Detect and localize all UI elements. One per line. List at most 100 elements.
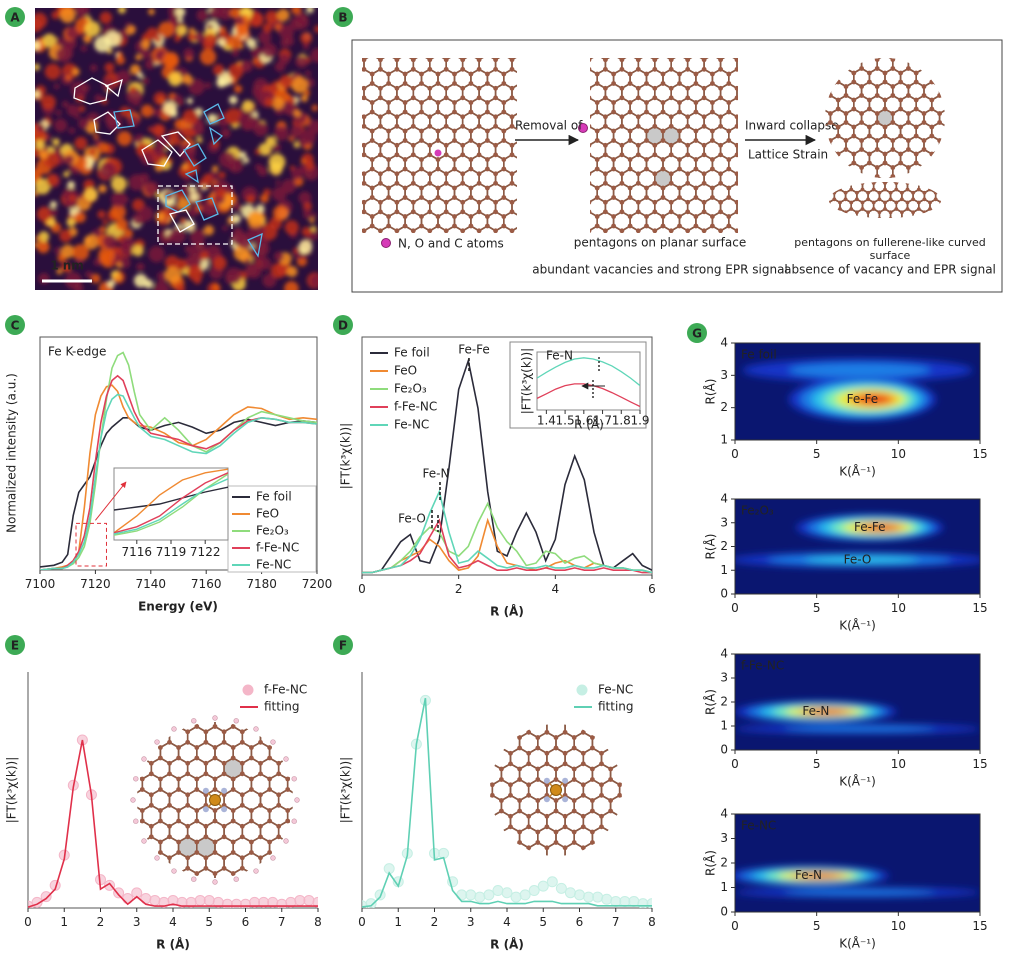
carbon-atom: [660, 185, 666, 191]
carbon-atom: [685, 171, 691, 177]
carbon-atom: [945, 152, 949, 156]
hexagon: [277, 725, 293, 749]
carbon-atom: [635, 228, 641, 233]
carbon-atom: [890, 138, 896, 143]
texture-dot: [262, 273, 277, 288]
carbon-atom: [635, 199, 641, 205]
carbon-atom: [148, 792, 154, 798]
carbon-atom: [934, 171, 938, 175]
hexagon: [490, 825, 503, 849]
carbon-atom: [490, 877, 495, 882]
texture-dot: [98, 184, 107, 193]
carbon-atom: [570, 152, 575, 157]
carbon-atom: [402, 109, 408, 115]
hexagon: [792, 177, 808, 195]
texture-dot: [76, 193, 82, 200]
carbon-atom: [851, 160, 857, 166]
carbon-atom: [551, 72, 556, 77]
hexagon: [736, 172, 738, 185]
carbon-atom: [654, 877, 659, 882]
carbon-atom: [443, 95, 449, 101]
carbon-atom: [599, 824, 604, 830]
hexagon: [115, 727, 133, 748]
carbon-atom: [554, 200, 559, 205]
carbon-atom: [827, 142, 831, 146]
carbon-atom: [718, 58, 723, 63]
hexagon: [500, 825, 521, 849]
texture-dot: [284, 220, 299, 235]
carbon-atom: [194, 850, 200, 855]
carbon-atom: [590, 829, 595, 835]
texture-dot: [291, 76, 309, 94]
carbon-atom: [526, 238, 531, 243]
carbon-atom: [203, 760, 209, 766]
carbon-atom: [230, 724, 236, 729]
carbon-atom: [386, 81, 391, 86]
y-axis-label: |FT(k³χ(k))|: [339, 423, 353, 489]
carbon-atom: [148, 802, 154, 808]
carbon-atom: [867, 97, 872, 103]
carbon-atom: [378, 123, 383, 129]
carbon-atom: [843, 165, 849, 170]
carbon-atom: [710, 166, 715, 172]
texture-dot: [219, 151, 236, 169]
carbon-atom: [313, 698, 318, 703]
carbon-atom: [572, 872, 577, 877]
wavelet-map: [735, 343, 980, 440]
carbon-atom: [485, 185, 490, 191]
x-tick-label: 1.9: [630, 413, 649, 427]
carbon-atom: [203, 729, 209, 735]
texture-dot: [222, 225, 228, 231]
carbon-atom: [921, 165, 927, 170]
carbon-atom: [501, 214, 507, 219]
carbon-atom: [509, 228, 515, 233]
hexagon: [324, 711, 342, 732]
carbon-atom: [894, 220, 898, 224]
carbon-atom: [443, 142, 449, 148]
carbon-atom: [635, 719, 640, 724]
hexagon: [979, 150, 995, 168]
carbon-atom: [131, 729, 136, 734]
carbon-atom: [844, 152, 848, 156]
carbon-atom: [832, 197, 837, 202]
carbon-atom: [644, 138, 649, 143]
carbon-atom: [222, 708, 227, 713]
texture-dot: [98, 246, 116, 264]
carbon-atom: [378, 171, 383, 177]
carbon-atom: [331, 740, 336, 745]
carbon-atom: [816, 207, 820, 211]
texture-dot: [162, 51, 180, 69]
carbon-atom: [294, 740, 299, 745]
carbon-atom: [906, 84, 911, 89]
series-group: [362, 357, 652, 574]
carbon-atom: [578, 138, 583, 143]
carbon-atom: [419, 138, 424, 143]
carbon-atom: [294, 834, 299, 839]
carbon-atom: [362, 142, 367, 148]
carbon-atom: [443, 171, 449, 177]
carbon-atom: [410, 228, 416, 233]
carbon-atom: [476, 228, 482, 233]
carbon-atom: [509, 209, 515, 215]
hexagon: [115, 853, 133, 874]
carbon-atom: [443, 209, 449, 215]
plot-frame: [361, 336, 653, 576]
carbon-atom: [951, 168, 955, 172]
carbon-atom: [493, 142, 498, 148]
hexagon: [908, 28, 924, 46]
carbon-atom: [945, 44, 950, 49]
texture-dot: [234, 203, 243, 212]
hexagon: [885, 141, 896, 154]
hydrogen-atom: [133, 776, 139, 782]
data-point: [601, 893, 613, 905]
carbon-atom: [331, 792, 336, 797]
carbon-atom: [599, 877, 604, 882]
texture-dot: [217, 38, 226, 47]
carbon-atom: [353, 72, 358, 77]
carbon-atom: [394, 95, 400, 101]
carbon-atom: [685, 66, 691, 72]
carbon-atom: [913, 124, 919, 130]
hexagon: [936, 131, 947, 144]
image-texture: [35, 8, 318, 290]
hexagon: [509, 841, 530, 856]
